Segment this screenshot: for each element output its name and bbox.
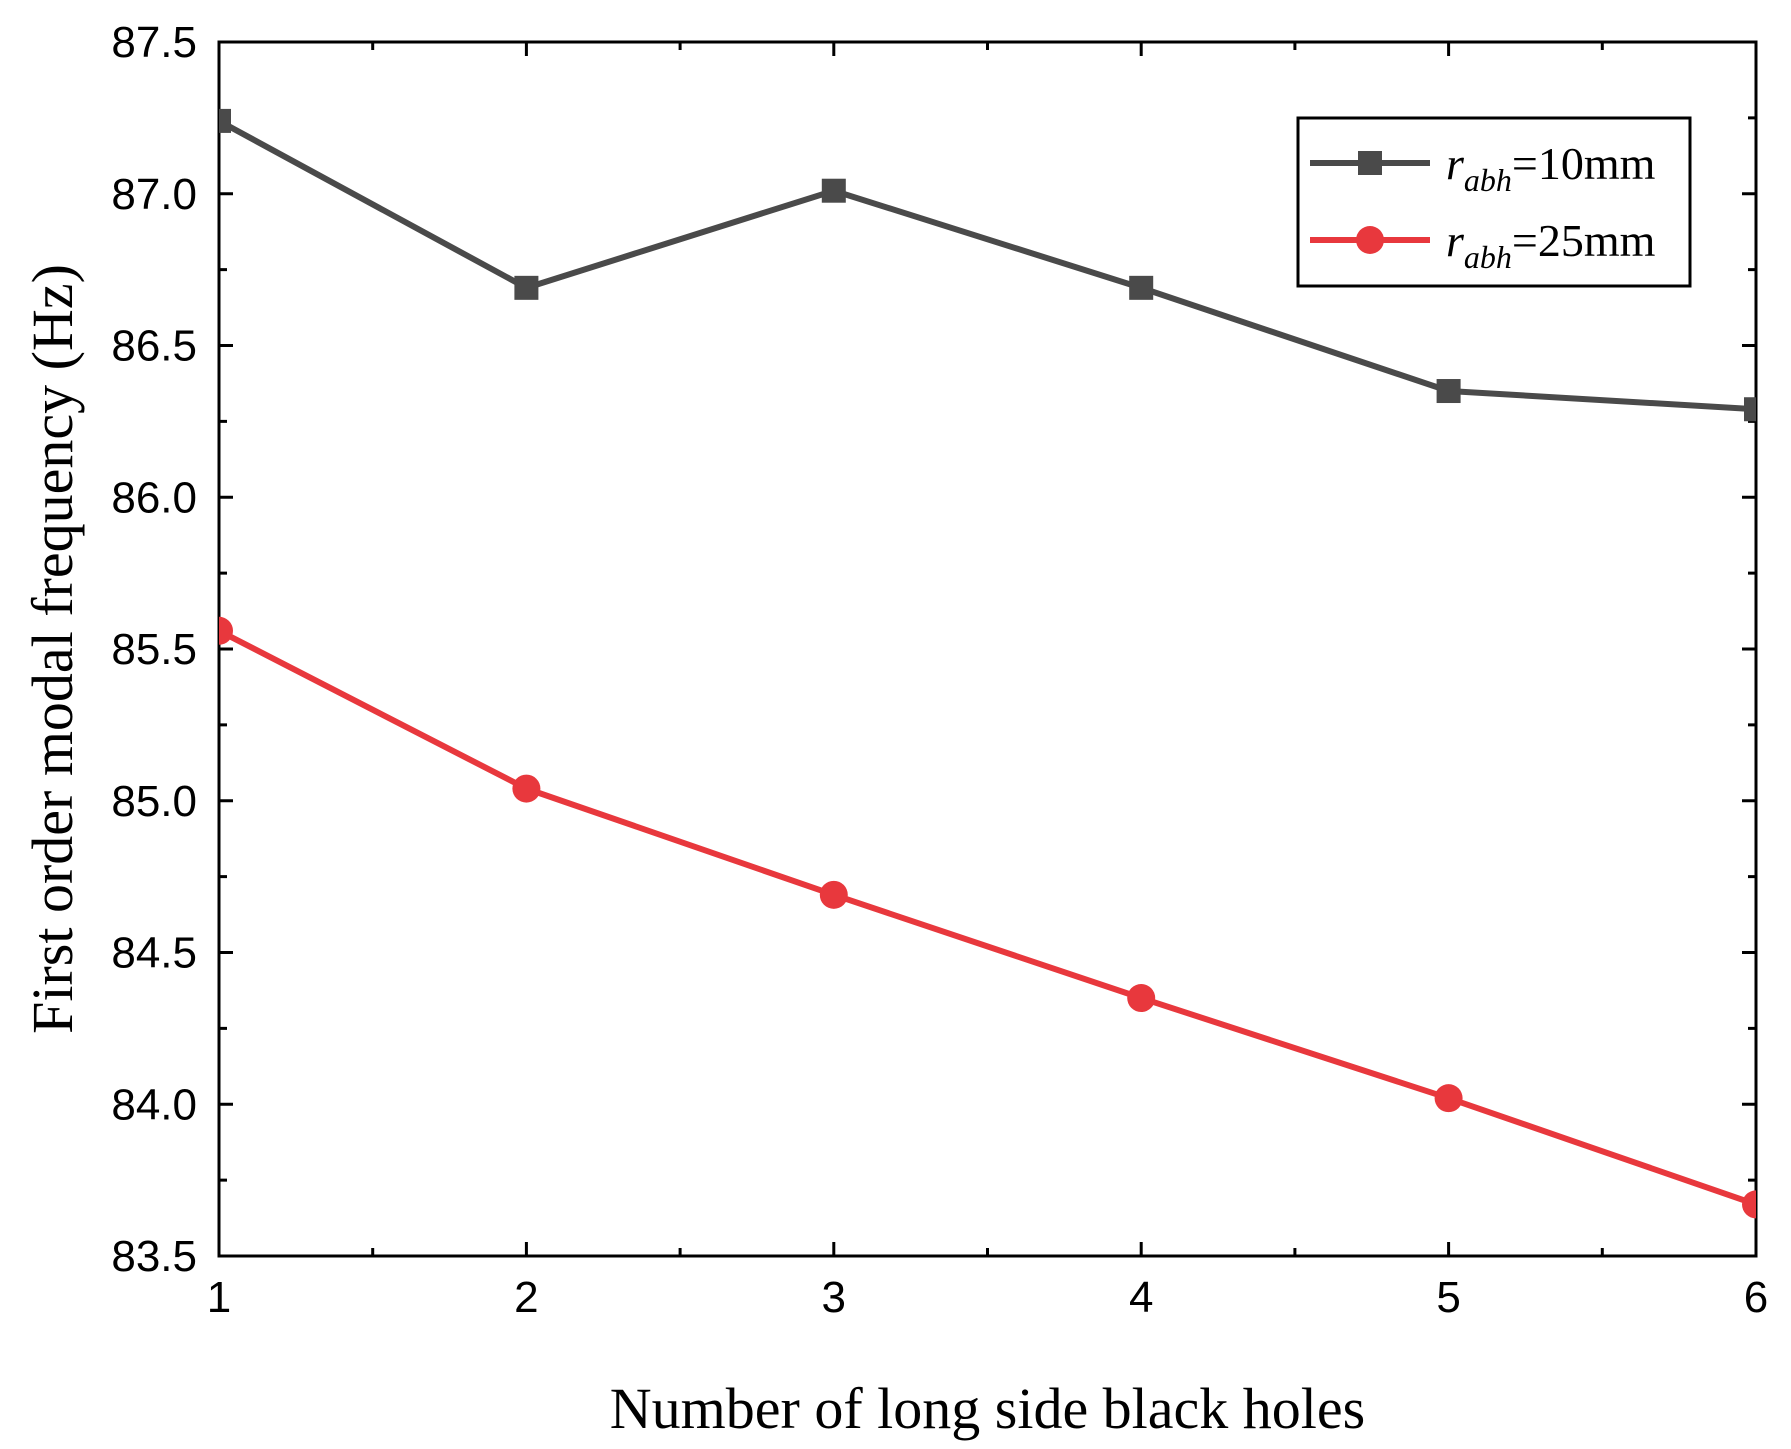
data-point-series-2 <box>512 774 541 803</box>
legend-label-2: rabh=25mm <box>1446 215 1656 275</box>
legend-value: =25mm <box>1512 215 1656 266</box>
data-point-series-1 <box>514 275 539 300</box>
data-point-series-1 <box>1129 275 1154 300</box>
legend-marker-circle <box>1356 226 1384 254</box>
y-tick-label: 87.0 <box>111 170 197 219</box>
x-axis-title: Number of long side black holes <box>610 1376 1365 1441</box>
x-tick-label: 4 <box>1129 1273 1153 1322</box>
data-point-series-1 <box>1744 397 1756 422</box>
data-point-series-2 <box>219 616 233 645</box>
axis-ticks: 1 2 3 4 5 6 83.5 84.0 84.5 85.0 85.5 86.0 86.5 87.0 87… <box>111 18 1768 1322</box>
x-tick-label: 6 <box>1744 1273 1768 1322</box>
x-tick-label: 1 <box>207 1273 231 1322</box>
legend-marker-square <box>1358 151 1382 175</box>
legend-subscript: abh <box>1464 162 1512 198</box>
legend-symbol: r <box>1446 138 1465 189</box>
y-tick-label: 84.5 <box>111 929 197 978</box>
x-tick-label: 5 <box>1436 1273 1460 1322</box>
legend-value: =10mm <box>1512 138 1656 189</box>
data-point-series-1 <box>1436 379 1461 404</box>
x-tick-label: 2 <box>514 1273 538 1322</box>
series-line-1 <box>219 118 1756 413</box>
data-series <box>219 108 1756 1219</box>
data-point-series-1 <box>219 108 231 133</box>
data-point-series-2 <box>1742 1190 1756 1219</box>
y-axis-title: First order modal frequency (Hz) <box>20 264 85 1034</box>
y-tick-label: 85.0 <box>111 777 197 826</box>
y-tick-label: 84.0 <box>111 1080 197 1129</box>
y-tick-label: 87.5 <box>111 18 197 67</box>
axis-labels: Number of long side black holes First ord… <box>20 264 1365 1441</box>
y-tick-label: 86.0 <box>111 473 197 522</box>
legend-box <box>1296 116 1692 288</box>
x-tick-label: 3 <box>822 1273 846 1322</box>
data-point-series-2 <box>819 880 848 909</box>
y-tick-label: 85.5 <box>111 625 197 674</box>
legend-symbol: r <box>1446 215 1465 266</box>
data-point-series-2 <box>1127 984 1156 1013</box>
data-point-series-1 <box>821 178 846 203</box>
y-tick-label: 86.5 <box>111 322 197 371</box>
data-point-series-2 <box>1434 1084 1463 1113</box>
y-tick-label: 83.5 <box>111 1232 197 1281</box>
legend-subscript: abh <box>1464 239 1512 275</box>
legend-label-1: rabh=10mm <box>1446 138 1656 198</box>
series-line-2 <box>219 628 1756 1208</box>
